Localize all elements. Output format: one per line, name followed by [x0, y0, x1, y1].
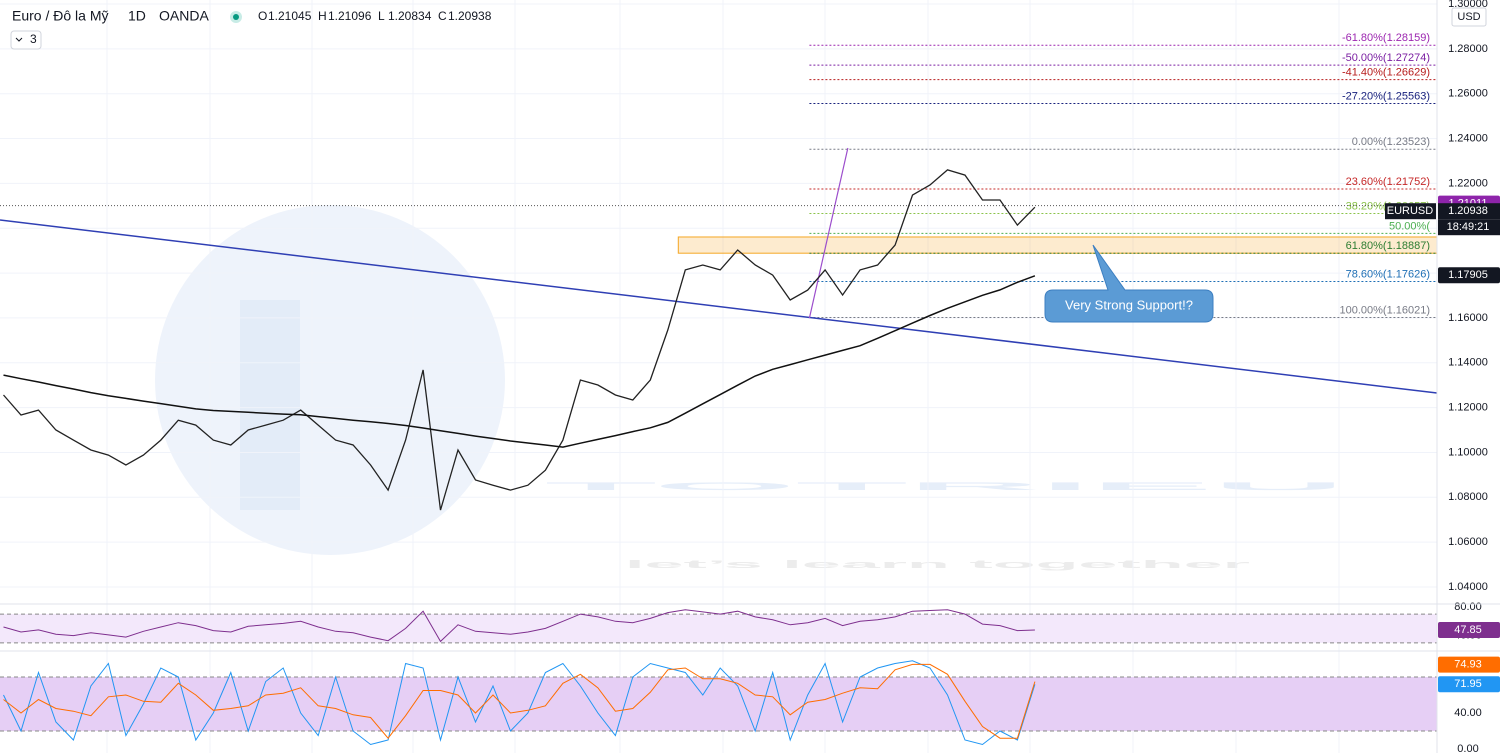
series-line [3, 169, 1036, 511]
last-value-badge: 71.95 [1454, 678, 1482, 690]
interval: 1D [128, 8, 146, 24]
support-zone [677, 236, 1438, 254]
series-line [3, 609, 1035, 643]
last-value-badge: 47.85 [1454, 624, 1482, 636]
ohlc-label: O [258, 9, 267, 23]
fib-label: -61.80%(1.28159) [1342, 32, 1430, 44]
currency: USD [1457, 11, 1480, 23]
ohlc-label: C [438, 9, 447, 23]
indicator-band [0, 614, 1437, 643]
ohlc-label: H [318, 9, 327, 23]
exchange: OANDA [159, 8, 209, 24]
y-tick-label: 1.10000 [1448, 446, 1488, 458]
y-tick-label: 1.12000 [1448, 402, 1488, 414]
fib-label: 100.00%(1.16021) [1339, 304, 1430, 316]
last-value-badge-bg [1438, 621, 1500, 638]
price-badge-bg [1438, 203, 1500, 220]
fib-label: -50.00%(1.27274) [1342, 52, 1430, 64]
fib-label: 78.60%(1.17626) [1346, 268, 1430, 280]
price-badge: 1.20938 [1448, 205, 1488, 217]
series-line [3, 663, 1036, 739]
y-tick-label: 1.16000 [1448, 312, 1488, 324]
last-value-badge: 74.93 [1454, 658, 1482, 670]
y-tick-label: 1.22000 [1448, 177, 1488, 189]
y-tick-label: 1.08000 [1448, 491, 1488, 503]
indicator-toggle[interactable] [10, 30, 42, 50]
symbol: Euro / Đô la Mỹ [12, 8, 108, 24]
y-tick-label: 1.14000 [1448, 357, 1488, 369]
countdown: 18:49:21 [1447, 221, 1490, 233]
fib-label: 61.80%(1.18887) [1346, 240, 1430, 252]
fib-label: 50.00%( [1389, 220, 1430, 232]
watermark-tagline: let’s learn together [625, 559, 1255, 571]
ohlc-value: 1.21045 [268, 9, 312, 23]
countdown-bg [1438, 219, 1500, 236]
fib-label: -27.20%(1.25563) [1342, 90, 1430, 102]
ohlc-value: 1.21096 [328, 9, 372, 23]
ohlc-value: 1.20938 [448, 9, 492, 23]
series-line [3, 275, 1036, 448]
last-value-badge-bg [1438, 656, 1500, 673]
price-badge-bg [1438, 267, 1500, 284]
fib-label: -41.40%(1.26629) [1342, 67, 1430, 79]
watermark: TOTRIEU let’s learn together [155, 205, 1346, 571]
last-value-badge-bg [1438, 676, 1500, 693]
y-tick-label: 1.28000 [1448, 43, 1488, 55]
header: Euro / Đô la Mỹ 1D OANDA 3 USD O 1.21045 H… [10, 7, 1487, 50]
y-tick-label: 80.00 [1454, 601, 1482, 613]
series-line [3, 660, 1036, 746]
ohlc-value: 1.20834 [388, 9, 432, 23]
drawn-segment [808, 147, 849, 319]
watermark-brand: TOTRIEU [545, 481, 1346, 493]
callout-box [1044, 244, 1214, 323]
symbol-badge-bg [1385, 203, 1436, 220]
watermark-logo [155, 205, 505, 555]
callout-text: Very Strong Support!? [1065, 297, 1193, 312]
y-tick-label: 1.04000 [1448, 581, 1488, 593]
y-tick-label: 1.06000 [1448, 536, 1488, 548]
currency-box[interactable] [1451, 7, 1487, 27]
trendline [0, 219, 1438, 394]
symbol-badge: EURUSD [1387, 205, 1434, 217]
indicator-count: 3 [30, 32, 37, 46]
indicator-band [0, 677, 1437, 732]
status-dot [233, 14, 239, 20]
fib-label: 0.00%(1.23523) [1352, 136, 1430, 148]
callout: Very Strong Support!? [1044, 244, 1214, 323]
ohlc-label: L [378, 9, 385, 23]
y-tick-label: 1.24000 [1448, 132, 1488, 144]
fib-label: 23.60%(1.21752) [1346, 176, 1430, 188]
y-tick-label: 0.00 [1457, 743, 1478, 753]
y-tick-label: 1.30000 [1448, 0, 1488, 10]
watermark-logo [240, 300, 300, 510]
price-badge: 1.17905 [1448, 269, 1488, 281]
chevron [15, 37, 23, 42]
y-tick-label: 40.00 [1454, 707, 1482, 719]
y-tick-label: 1.26000 [1448, 88, 1488, 100]
